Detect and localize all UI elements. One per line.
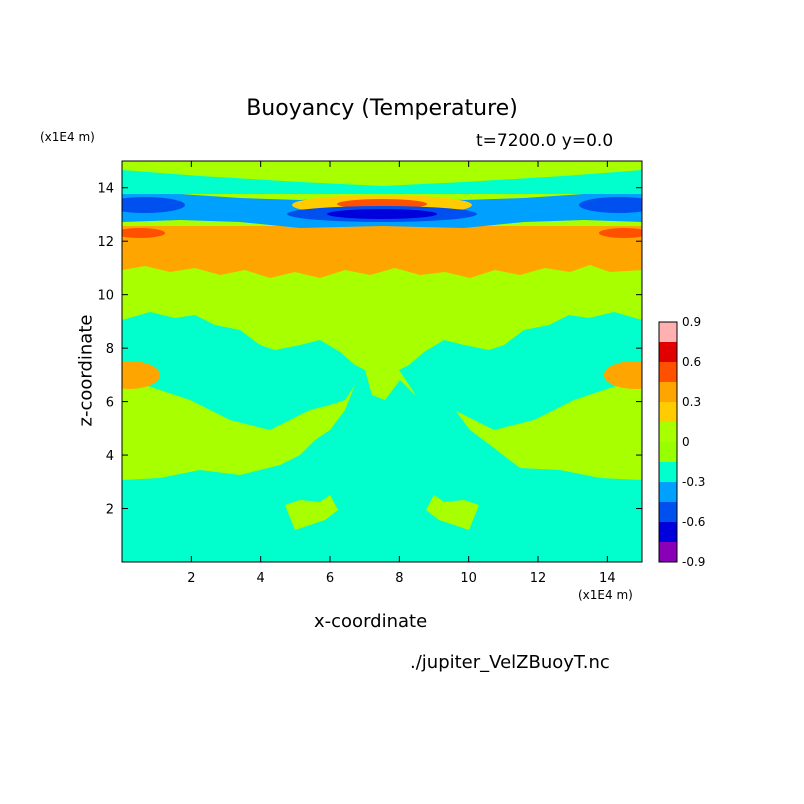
colorbar-tick-label: -0.3 bbox=[682, 475, 705, 489]
colorbar-tick-label: 0.9 bbox=[682, 315, 701, 329]
colorbar-swatch bbox=[659, 442, 677, 462]
region-left-tendril bbox=[122, 312, 365, 430]
region-right-orange-core bbox=[599, 228, 642, 238]
colorbar-tick-label: -0.9 bbox=[682, 555, 705, 569]
colorbar-swatch bbox=[659, 482, 677, 502]
colorbar-swatch bbox=[659, 502, 677, 522]
x-tick-label: 12 bbox=[530, 571, 547, 586]
region-right-cold-core bbox=[579, 197, 642, 213]
y-tick-label: 2 bbox=[106, 503, 114, 518]
region-right-warm-blob bbox=[604, 361, 642, 389]
colorbar-swatch bbox=[659, 342, 677, 362]
colorbar-swatch bbox=[659, 402, 677, 422]
colorbar-frame bbox=[658, 321, 678, 563]
region-lower-band bbox=[122, 365, 642, 562]
x-axis-ticks: 2 4 6 8 10 12 14 bbox=[187, 161, 616, 586]
colorbar-swatch bbox=[659, 522, 677, 542]
colorbar-tick-label: 0.3 bbox=[682, 395, 701, 409]
y-tick-label: 6 bbox=[106, 396, 114, 411]
colorbar-swatch bbox=[659, 542, 677, 562]
y-tick-label: 12 bbox=[97, 235, 114, 250]
x-tick-label: 8 bbox=[395, 571, 403, 586]
region-left-island bbox=[285, 495, 338, 530]
x-tick-label: 14 bbox=[599, 571, 616, 586]
x-tick-label: 10 bbox=[460, 571, 477, 586]
chart-title: Buoyancy (Temperature) bbox=[246, 96, 518, 121]
colorbar-swatch bbox=[659, 462, 677, 482]
y-tick-label: 10 bbox=[97, 289, 114, 304]
region-left-cold-core bbox=[122, 197, 185, 213]
region-top-cyan bbox=[122, 170, 642, 194]
x-axis-unit: (x1E4 m) bbox=[578, 588, 633, 602]
colorbar-swatch bbox=[659, 422, 677, 442]
y-axis-ticks: 2 4 6 8 10 12 14 bbox=[97, 182, 642, 518]
colorbar-tick-label: -0.6 bbox=[682, 515, 705, 529]
y-tick-label: 14 bbox=[97, 182, 114, 197]
plot-frame bbox=[121, 160, 643, 563]
colorbar-tick-label: 0 bbox=[682, 435, 690, 449]
colorbar-swatch bbox=[659, 382, 677, 402]
x-tick-label: 4 bbox=[257, 571, 265, 586]
region-right-tendril bbox=[399, 312, 642, 430]
chart-subtitle: t=7200.0 y=0.0 bbox=[476, 131, 614, 151]
y-tick-label: 8 bbox=[106, 342, 114, 357]
region-left-orange-core bbox=[122, 228, 165, 238]
region-right-island bbox=[426, 495, 479, 530]
colorbar-swatch bbox=[659, 362, 677, 382]
y-tick-label: 4 bbox=[106, 449, 114, 464]
region-left-warm-blob bbox=[122, 361, 160, 389]
y-axis-unit: (x1E4 m) bbox=[40, 130, 95, 144]
source-filename: ./jupiter_VelZBuoyT.nc bbox=[410, 652, 610, 673]
colorbar-tick-label: 0.6 bbox=[682, 355, 701, 369]
region-core-colder bbox=[327, 209, 437, 219]
x-tick-label: 2 bbox=[187, 571, 195, 586]
colorbar: 0.9 0.6 0.3 0 -0.3 -0.6 -0.9 bbox=[658, 315, 705, 569]
colorbar-swatch bbox=[659, 322, 677, 342]
x-tick-label: 6 bbox=[326, 571, 334, 586]
region-warm-layer bbox=[122, 226, 642, 278]
plot-area bbox=[122, 161, 642, 562]
x-axis-label: x-coordinate bbox=[314, 611, 428, 632]
